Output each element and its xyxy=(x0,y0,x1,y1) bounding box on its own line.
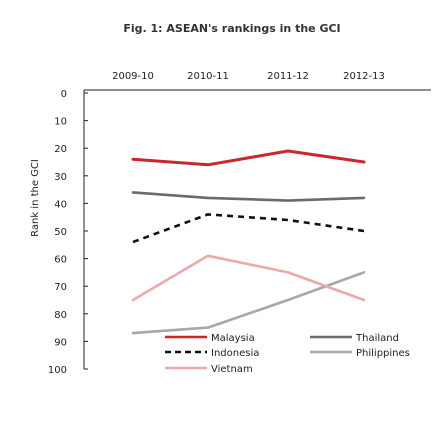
series-line-indonesia xyxy=(132,213,365,244)
y-tick-label: 30 xyxy=(54,172,67,183)
period-label: 2011-12 xyxy=(267,71,309,82)
legend-label-philippines: Philippines xyxy=(356,348,410,359)
series-lines xyxy=(131,149,366,335)
y-tick-label: 40 xyxy=(54,199,67,210)
y-tick-label: 10 xyxy=(54,117,67,128)
y-tick-label: 80 xyxy=(54,310,67,321)
legend-label-indonesia: Indonesia xyxy=(211,348,259,359)
series-line-thailand xyxy=(131,191,366,202)
y-tick-label: 60 xyxy=(54,255,67,266)
series-line-malaysia xyxy=(131,149,366,167)
y-tick-label: 100 xyxy=(48,365,67,376)
legend-label-malaysia: Malaysia xyxy=(211,333,255,344)
series-line-philippines xyxy=(131,271,366,335)
y-tick-label: 50 xyxy=(54,227,67,238)
legend-label-vietnam: Vietnam xyxy=(211,364,253,375)
period-label: 2009-10 xyxy=(112,71,154,82)
y-tick-label: 70 xyxy=(54,282,67,293)
period-labels: 2009-10 2010-11 2011-12 2012-13 xyxy=(112,71,385,82)
legend: Malaysia Thailand Indonesia Philippines Viet… xyxy=(165,333,410,375)
y-tick-label: 20 xyxy=(54,144,67,155)
period-label: 2012-13 xyxy=(343,71,385,82)
y-tick-label: 90 xyxy=(54,337,67,348)
legend-label-thailand: Thailand xyxy=(355,333,399,344)
series-line-vietnam xyxy=(131,254,366,302)
y-axis-label: Rank in the GCI xyxy=(30,159,41,237)
y-tick-label: 0 xyxy=(61,89,67,100)
chart-title: Fig. 1: ASEAN's rankings in the GCI xyxy=(123,22,340,35)
period-label: 2010-11 xyxy=(187,71,229,82)
y-ticks: 0 10 20 30 40 50 60 70 80 90 100 xyxy=(48,89,88,376)
